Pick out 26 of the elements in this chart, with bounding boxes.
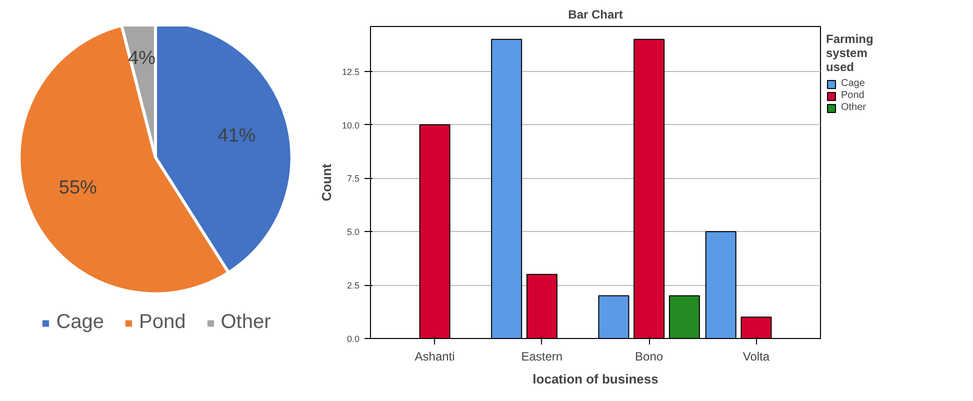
- legend-title: Farming system used: [826, 32, 874, 74]
- data-label: 41%: [218, 125, 256, 146]
- legend-label: Other: [841, 102, 866, 113]
- y-tick-label: 0.0: [346, 334, 360, 344]
- chart-title: Bar Chart: [568, 8, 623, 22]
- bar: [491, 38, 522, 338]
- bar: [668, 295, 700, 338]
- y-tick-label: 10.0: [342, 120, 360, 130]
- y-tick-label: 2.5: [346, 280, 360, 291]
- legend-label: Cage: [56, 311, 104, 334]
- bar: [598, 295, 630, 338]
- y-tick-label: 12.5: [342, 66, 360, 77]
- legend-label: Other: [220, 311, 271, 334]
- legend-label: Pond: [841, 90, 864, 101]
- x-axis-title: location of business: [532, 372, 658, 386]
- y-tick-label: 7.5: [346, 174, 360, 184]
- legend-label: Cage: [841, 78, 865, 89]
- data-label: 55%: [58, 178, 98, 199]
- bar: [705, 231, 736, 338]
- y-tick-label: 5.0: [346, 227, 360, 238]
- x-tick-label: Ashanti: [414, 350, 455, 364]
- x-tick-label: Bono: [635, 350, 664, 364]
- y-axis-title: Count: [318, 163, 334, 202]
- x-tick-label: Eastern: [521, 350, 563, 364]
- x-tick-label: Volta: [742, 350, 770, 364]
- legend-label: Pond: [139, 311, 186, 334]
